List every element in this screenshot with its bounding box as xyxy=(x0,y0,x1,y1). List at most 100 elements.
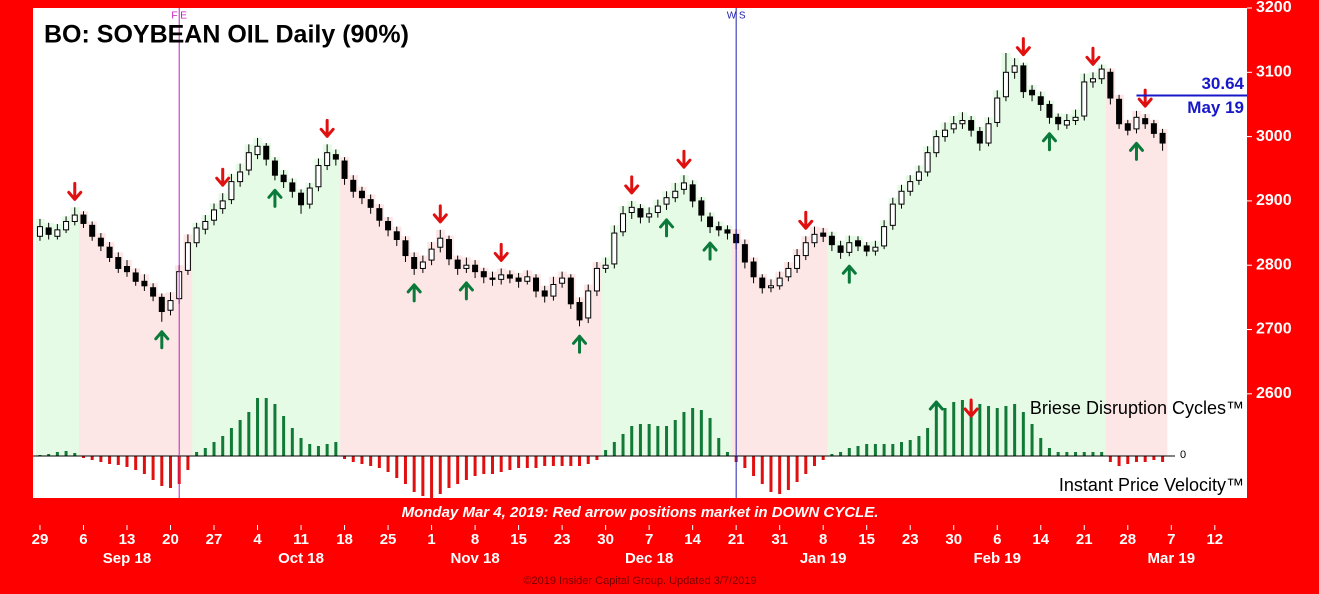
candle-body xyxy=(1029,89,1036,96)
x-tick-label: 25 xyxy=(380,531,397,548)
cycle-bar xyxy=(621,434,625,456)
cycle-bar xyxy=(1108,456,1112,462)
candle-body xyxy=(45,227,52,235)
cycle-bar xyxy=(64,451,68,456)
cycle-shading xyxy=(844,235,855,456)
month-label: Sep 18 xyxy=(103,550,151,567)
cycle-shading xyxy=(627,200,637,456)
candle-body xyxy=(881,226,888,247)
cycle-shading xyxy=(670,182,680,456)
x-tick-label: 8 xyxy=(471,531,479,548)
x-tick-label: 18 xyxy=(336,531,353,548)
cycle-shading xyxy=(618,206,628,456)
cycle-bar xyxy=(99,456,103,462)
candle-body xyxy=(385,220,392,231)
candle-body xyxy=(1150,123,1157,134)
cycle-bar xyxy=(586,456,590,464)
candle-body xyxy=(115,257,122,269)
candle-body xyxy=(628,206,635,213)
candle-body xyxy=(611,232,618,265)
cycle-shading xyxy=(409,252,419,456)
candle-body xyxy=(480,271,487,278)
cycle-shading xyxy=(113,252,124,456)
x-tick-label: 23 xyxy=(554,531,571,548)
cycle-shading xyxy=(35,218,45,456)
candle-body xyxy=(106,246,113,259)
cycle-bar xyxy=(464,456,468,480)
month-label: Dec 18 xyxy=(625,550,673,567)
candle-body xyxy=(976,130,983,144)
cycle-bar xyxy=(821,456,825,460)
cycle-shading xyxy=(740,239,750,456)
candle-body xyxy=(150,287,157,297)
cycle-shading xyxy=(540,285,550,456)
cycle-shading xyxy=(871,240,881,456)
candle-body xyxy=(506,274,513,279)
x-tick-label: 20 xyxy=(162,531,179,548)
candle-body xyxy=(237,171,244,183)
candle-body xyxy=(707,216,714,228)
cycle-shading xyxy=(453,255,463,456)
x-tick-label: 7 xyxy=(1167,531,1175,548)
cycle-shading xyxy=(227,173,237,456)
down-arrow xyxy=(432,204,448,224)
cycle-shading xyxy=(723,225,733,456)
cycle-shading xyxy=(192,222,202,456)
candle-body xyxy=(637,208,644,218)
cycle-bar xyxy=(186,456,190,470)
cycle-bar xyxy=(273,404,277,456)
candle-body xyxy=(550,284,557,297)
cycle-bar xyxy=(221,436,225,456)
cycle-shading xyxy=(61,216,71,456)
cycle-shading xyxy=(1001,53,1011,456)
candle-body xyxy=(1055,116,1062,125)
up-arrow xyxy=(1041,132,1057,152)
cycle-label: Briese Disruption Cycles™ xyxy=(1030,398,1244,418)
candle-body xyxy=(71,214,78,222)
cycle-shading xyxy=(836,240,846,456)
candle-body xyxy=(1142,118,1149,125)
cycle-shading xyxy=(984,117,994,456)
down-arrow xyxy=(1137,88,1153,108)
candle-body xyxy=(298,192,305,206)
x-tick-label: 14 xyxy=(684,531,701,548)
month-label: Oct 18 xyxy=(278,550,324,567)
cycle-bar xyxy=(969,402,973,456)
event-label: F E xyxy=(171,11,187,22)
cycle-bar xyxy=(203,448,207,456)
cycle-shading xyxy=(688,180,698,457)
candle-body xyxy=(219,200,226,210)
cycle-shading xyxy=(514,272,524,456)
cycle-bar xyxy=(987,406,991,456)
y-tick-label: 2800 xyxy=(1256,256,1292,273)
candle-body xyxy=(524,276,531,282)
candle-body xyxy=(846,242,853,253)
candle-body xyxy=(63,220,70,231)
cycle-bar xyxy=(1021,412,1025,456)
cycle-shading xyxy=(183,234,193,456)
up-arrow xyxy=(702,241,718,261)
cycle-shading xyxy=(914,165,924,456)
cycle-shading xyxy=(200,215,211,456)
shading-layer xyxy=(35,53,1168,457)
cycle-shading xyxy=(766,279,776,456)
cycle-bar xyxy=(891,444,895,456)
candle-body xyxy=(985,123,992,144)
cycle-shading xyxy=(940,122,950,456)
x-tick-label: 30 xyxy=(945,531,962,548)
cycle-shading xyxy=(305,182,315,456)
candle-body xyxy=(445,238,452,260)
cycle-bar xyxy=(517,456,521,468)
cycle-bar xyxy=(325,444,329,456)
cycle-bar xyxy=(351,456,355,462)
up-arrow xyxy=(267,188,283,208)
cycle-shading xyxy=(261,143,271,456)
candle-body xyxy=(263,145,270,160)
cycle-shading xyxy=(366,194,376,456)
candle-body xyxy=(1133,116,1140,130)
cycle-shading xyxy=(444,235,454,456)
cycle-shading xyxy=(801,236,811,456)
cycle-bar xyxy=(908,440,912,456)
